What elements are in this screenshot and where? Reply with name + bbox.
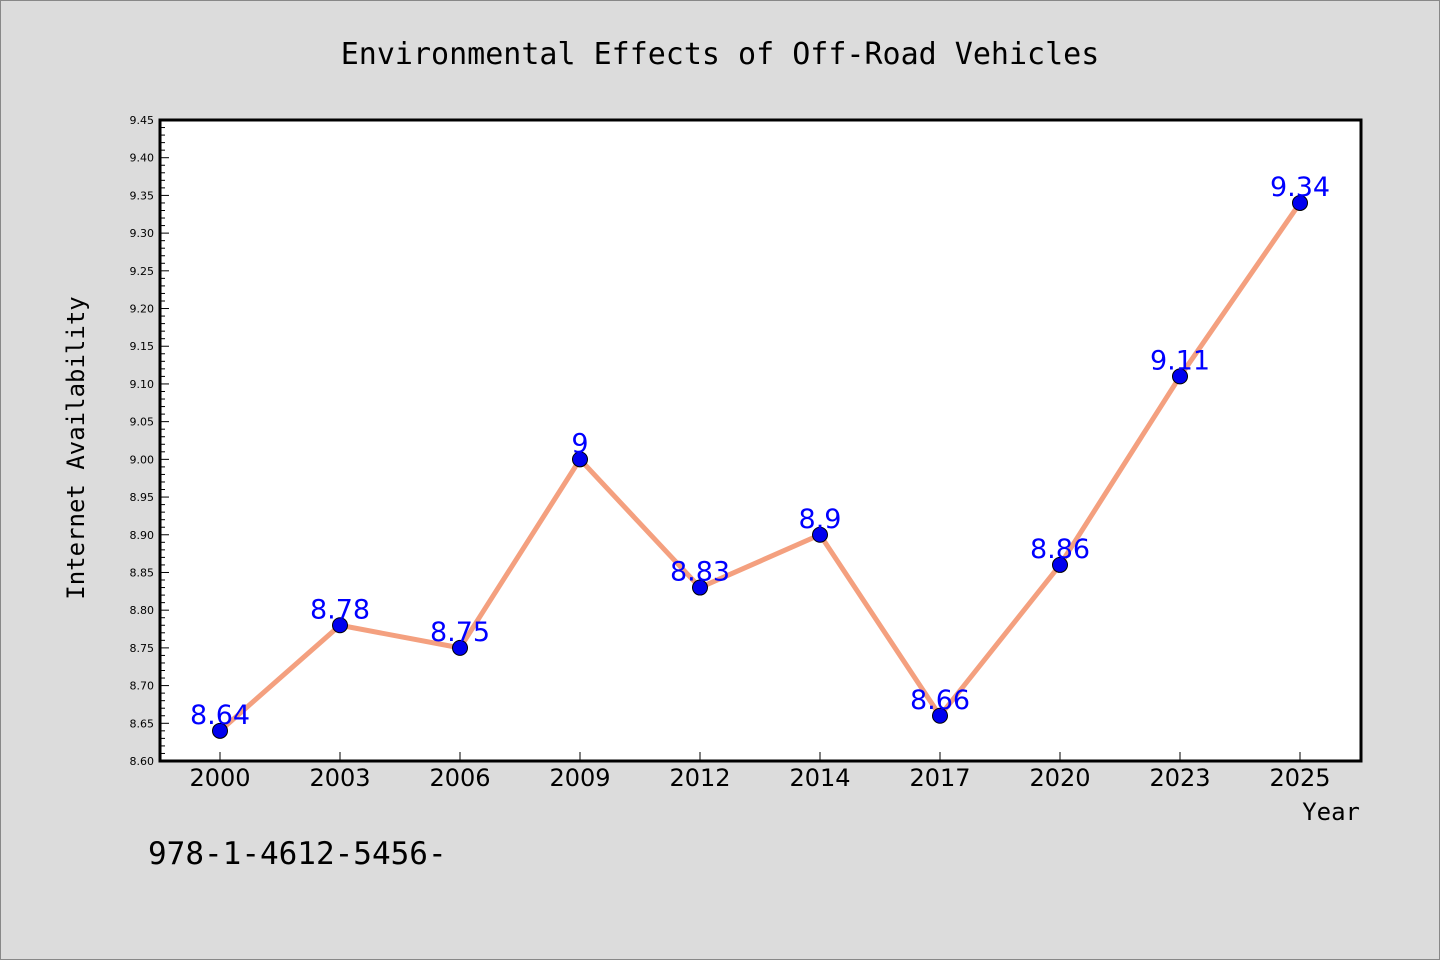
data-label: 8.78 (310, 594, 370, 625)
x-axis-ticks: 2000 2003 2006 2009 2012 2014 2017 2020 2023 2025 (189, 752, 1331, 792)
chart-title: Environmental Effects of Off-Road Vehicl… (341, 37, 1100, 72)
data-point (812, 526, 828, 543)
y-tick-label: 9.45 (130, 114, 155, 127)
x-tick-label: 2014 (789, 764, 850, 792)
y-tick-label: 8.80 (130, 604, 155, 617)
data-point (692, 579, 708, 596)
x-tick-label: 2025 (1269, 764, 1330, 792)
x-axis-label: Year (1302, 798, 1360, 826)
y-tick-label: 9.35 (130, 189, 155, 202)
data-label: 8.9 (799, 504, 842, 535)
y-tick-label: 8.60 (130, 755, 155, 768)
y-tick-label: 9.30 (130, 227, 155, 240)
data-label: 8.75 (430, 617, 490, 648)
x-tick-label: 2003 (309, 764, 370, 792)
data-point (572, 451, 588, 468)
data-point (1172, 368, 1188, 385)
y-tick-label: 8.90 (130, 529, 155, 542)
y-tick-label: 8.75 (130, 642, 155, 655)
y-tick-label: 9.25 (130, 265, 155, 278)
plot-border (158, 118, 1363, 763)
footnote-isbn: 978-1-4612-5456- (148, 836, 447, 872)
x-tick-label: 2017 (909, 764, 970, 792)
plot-area (160, 120, 1361, 761)
data-label: 9.34 (1270, 172, 1330, 203)
data-label: 9.11 (1150, 345, 1210, 376)
data-label: 8.86 (1030, 534, 1090, 565)
series-line (217, 200, 1303, 734)
data-point (1052, 556, 1068, 573)
x-tick-label: 2020 (1029, 764, 1090, 792)
x-tick-label: 2009 (549, 764, 610, 792)
y-tick-label: 8.95 (130, 491, 155, 504)
data-label-group: 8.64 8.78 8.75 9 8.83 8.9 8.66 8.86 9.11 9.34 (190, 172, 1330, 731)
y-tick-label: 9.40 (130, 152, 155, 165)
data-label: 8.83 (670, 557, 730, 588)
x-tick-label: 2006 (429, 764, 490, 792)
y-tick-label: 9.20 (130, 303, 155, 316)
x-tick-label: 2000 (189, 764, 250, 792)
data-point (332, 617, 348, 634)
x-tick-label: 2023 (1149, 764, 1210, 792)
series-group (212, 194, 1308, 739)
y-tick-label: 8.65 (130, 717, 155, 730)
data-label: 9 (571, 428, 588, 459)
x-tick-label: 2012 (669, 764, 730, 792)
data-point (452, 639, 468, 656)
y-tick-label: 8.70 (130, 680, 155, 693)
data-point (932, 707, 948, 724)
data-label: 8.66 (910, 685, 970, 716)
y-tick-label: 9.10 (130, 378, 155, 391)
data-label: 8.64 (190, 700, 250, 731)
y-axis-label: Internet Availability (62, 296, 90, 599)
y-tick-label: 9.05 (130, 416, 155, 429)
y-tick-label: 8.85 (130, 566, 155, 579)
y-tick-label: 9.15 (130, 340, 155, 353)
data-point (212, 722, 228, 739)
data-point (1292, 194, 1308, 211)
y-tick-label: 9.00 (130, 453, 155, 466)
